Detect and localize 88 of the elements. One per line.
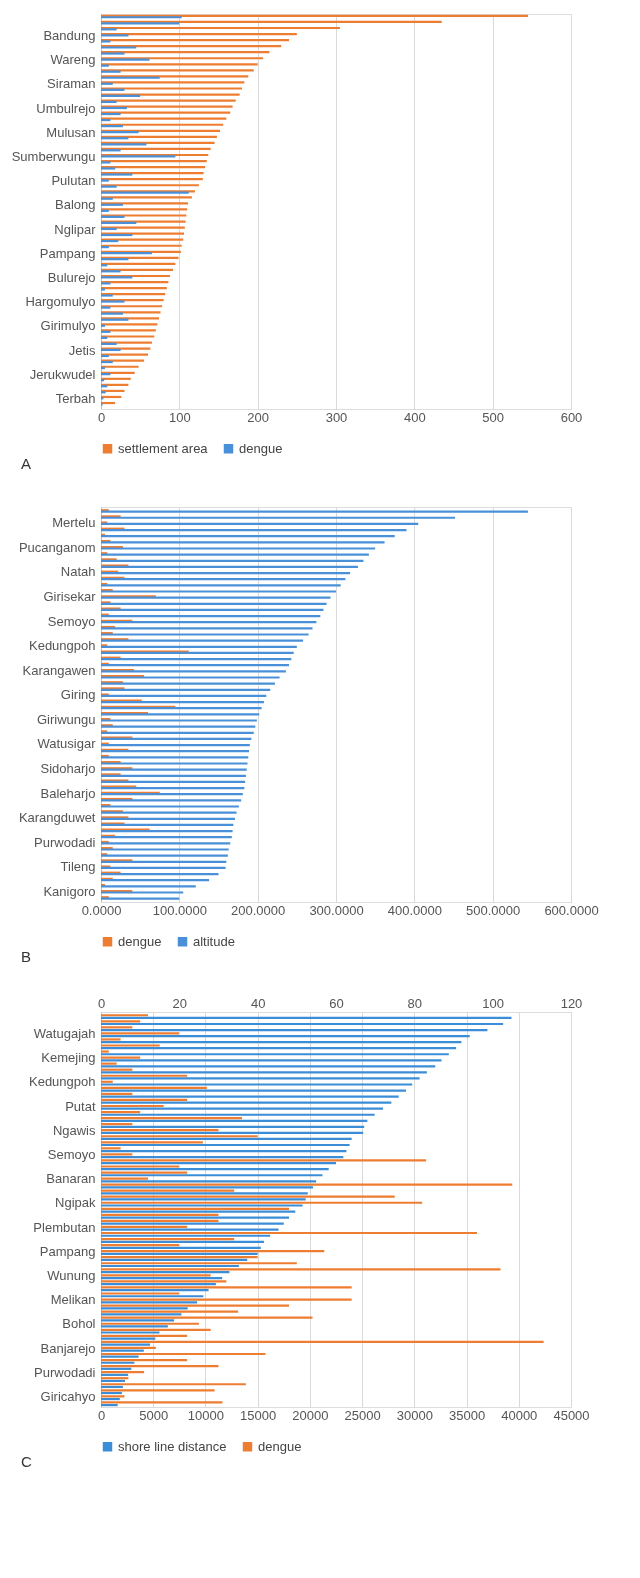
y-tick-label: Pucanganom xyxy=(18,539,96,555)
y-tick-label: Mertelu xyxy=(52,515,96,531)
x-tick-label: 45000 xyxy=(553,1407,590,1423)
y-tick-label: Girimulyo xyxy=(40,318,96,334)
x-tick-label: 30000 xyxy=(396,1407,433,1423)
x2-tick-label: 20 xyxy=(172,995,188,1011)
y-tick-label: Putat xyxy=(65,1098,96,1114)
legend-label: dengue xyxy=(258,1438,302,1454)
y-tick-label: Pulutan xyxy=(51,173,96,189)
y-tick-label: Sidoharjo xyxy=(40,761,96,776)
y-tick-label: Wunung xyxy=(47,1268,96,1284)
y-tick-label: Kedungpoh xyxy=(28,1074,96,1090)
x-tick-label: 40000 xyxy=(501,1407,538,1423)
x-tick-label: 500.0000 xyxy=(466,902,521,918)
y-tick-label: Umbulrejo xyxy=(36,100,96,116)
y-tick-label: Melikan xyxy=(50,1292,96,1308)
y-tick-label: Plembutan xyxy=(33,1219,96,1235)
x-tick-label: 35000 xyxy=(448,1407,486,1423)
x2-tick-label: 40 xyxy=(250,995,266,1011)
x2-tick-label: 80 xyxy=(407,995,423,1011)
y-tick-label: Banjarejo xyxy=(40,1340,96,1356)
y-tick-label: Ngawis xyxy=(52,1122,96,1138)
y-tick-label: Ngipak xyxy=(55,1195,96,1211)
x-tick-label: 500 xyxy=(482,409,505,425)
y-tick-label: Giricahyo xyxy=(40,1389,96,1405)
x-tick-label: 400.0000 xyxy=(387,902,442,918)
y-tick-label: Bulurejo xyxy=(47,270,96,286)
y-tick-label: Terbah xyxy=(55,391,96,407)
y-tick-label: Watugajah xyxy=(33,1026,96,1042)
x-tick-label: 300 xyxy=(325,409,348,425)
x-tick-label: 200.0000 xyxy=(231,902,286,918)
y-tick-label: Semoyo xyxy=(47,1147,96,1163)
y-tick-label: Girisekar xyxy=(43,589,97,604)
y-tick-label: Sumberwungu xyxy=(11,149,96,165)
x-tick-label: 200 xyxy=(247,409,270,425)
x2-tick-label: 120 xyxy=(560,995,583,1011)
y-tick-label: Karangduwet xyxy=(18,810,96,826)
y-tick-label: Watusigar xyxy=(37,736,97,752)
y-tick-label: Kemejing xyxy=(41,1050,96,1066)
y-tick-label: Semoyo xyxy=(47,613,96,629)
y-tick-label: Giriwungu xyxy=(36,711,96,727)
y-tick-label: Baleharjo xyxy=(40,785,96,801)
x-tick-label: 600.0000 xyxy=(544,902,599,918)
legend-label: settlement area xyxy=(118,440,209,456)
y-tick-label: Karangawen xyxy=(22,662,96,678)
y-tick-label: Jetis xyxy=(68,342,96,358)
x-tick-label: 15000 xyxy=(240,1407,277,1423)
x-tick-label: 100.0000 xyxy=(152,902,207,918)
y-tick-label: Bohol xyxy=(62,1316,96,1332)
legend-label: dengue xyxy=(118,933,162,949)
y-tick-label: Giring xyxy=(60,687,96,703)
y-tick-label: Kanigoro xyxy=(43,883,96,899)
x-tick-label: 0 xyxy=(97,409,106,425)
y-tick-label: Bandung xyxy=(43,28,96,44)
x-tick-label: 25000 xyxy=(344,1407,381,1423)
y-tick-label: Nglipar xyxy=(54,221,97,237)
y-tick-label: Mulusan xyxy=(46,124,96,140)
x-tick-label: 600 xyxy=(560,409,583,425)
text: A xyxy=(21,455,32,472)
x-tick-label: 10000 xyxy=(187,1407,225,1423)
y-tick-label: Tileng xyxy=(60,859,96,875)
y-tick-label: Siraman xyxy=(47,76,96,92)
x2-tick-label: 100 xyxy=(482,995,505,1011)
y-tick-label: Balong xyxy=(55,197,96,213)
legend-label: altitude xyxy=(193,933,235,949)
y-tick-label: Wareng xyxy=(50,52,96,68)
x-tick-label: 0.0000 xyxy=(81,902,122,918)
y-tick-label: Purwodadi xyxy=(34,834,96,850)
y-tick-label: Pampang xyxy=(39,245,96,261)
y-tick-label: Jerukwudel xyxy=(29,366,96,382)
legend-label: shore line distance xyxy=(118,1438,227,1454)
x-tick-label: 400 xyxy=(403,409,426,425)
x-tick-label: 100 xyxy=(168,409,191,425)
x-tick-label: 300.0000 xyxy=(309,902,364,918)
x-tick-label: 20000 xyxy=(292,1407,329,1423)
x2-tick-label: 60 xyxy=(329,995,344,1011)
y-tick-label: Banaran xyxy=(46,1171,96,1187)
y-tick-label: Kedungpoh xyxy=(28,638,96,654)
y-tick-label: Hargomulyo xyxy=(25,294,96,310)
y-tick-label: Purwodadi xyxy=(34,1364,96,1380)
legend-label: dengue xyxy=(239,440,283,456)
y-tick-label: Pampang xyxy=(39,1243,96,1259)
y-tick-label: Natah xyxy=(60,564,96,580)
x-tick-label: 5000 xyxy=(139,1407,169,1423)
text: C xyxy=(21,1453,32,1470)
x2-tick-label: 0 xyxy=(97,995,106,1011)
x-tick-label: 0 xyxy=(97,1407,106,1423)
text: B xyxy=(21,948,32,965)
